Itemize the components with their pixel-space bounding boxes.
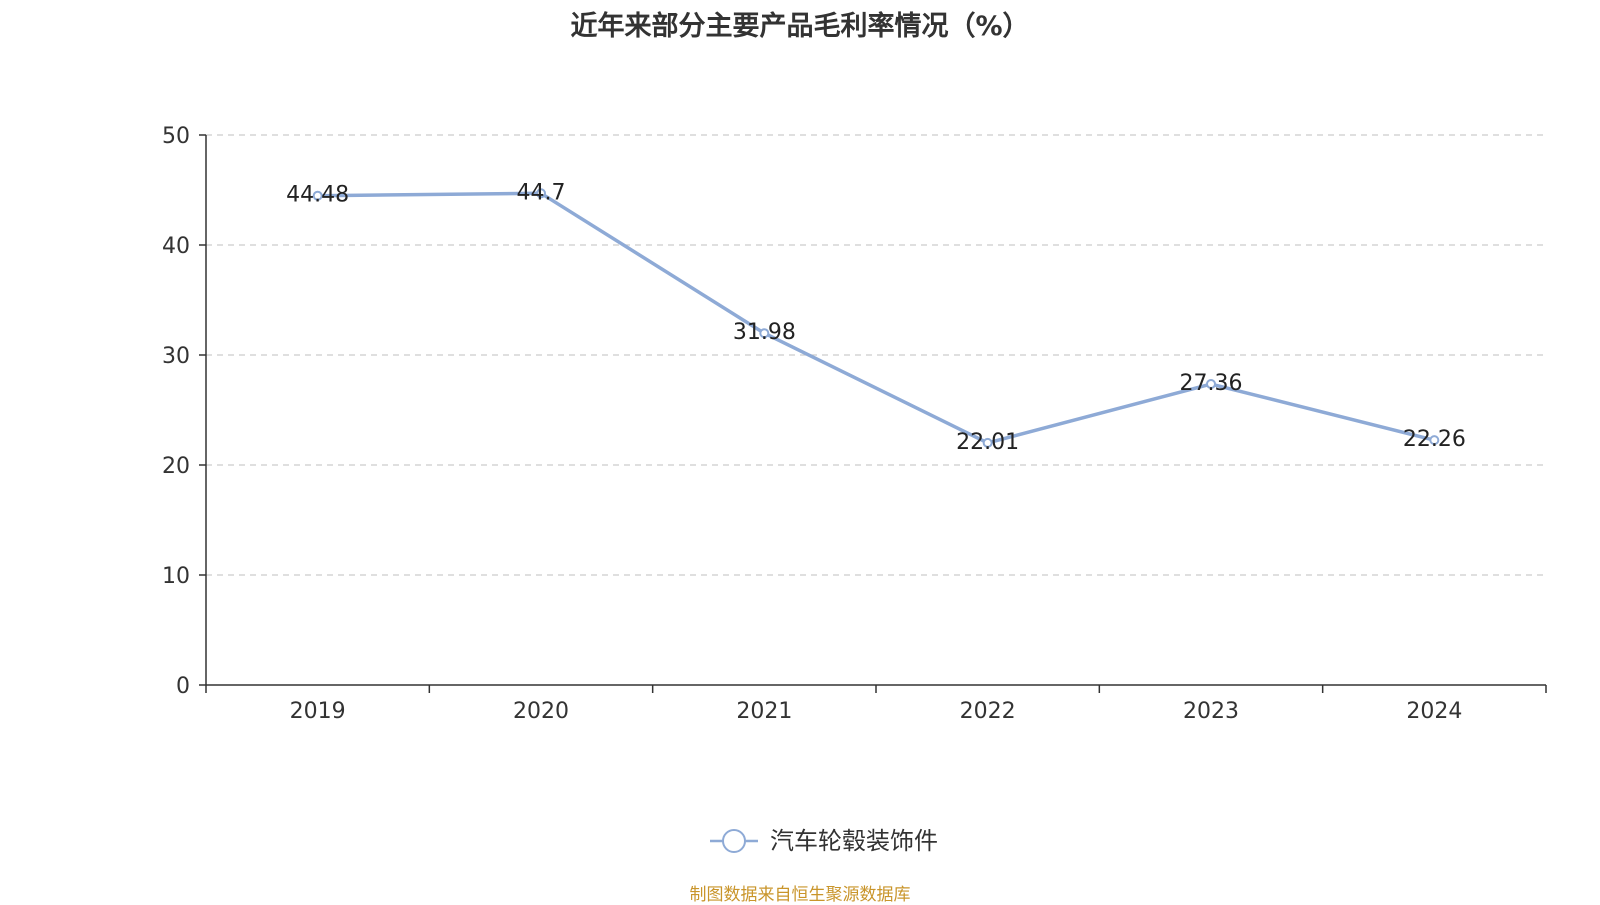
data-point: [536, 188, 546, 199]
data-source-note: 制图数据来自恒生聚源数据库: [689, 885, 911, 905]
x-tick-label: 2021: [736, 699, 792, 724]
legend-label: 汽车轮毂装饰件: [770, 827, 938, 855]
y-tick-label: 30: [162, 344, 190, 369]
y-tick-label: 20: [162, 454, 190, 479]
data-point: [982, 437, 993, 448]
y-tick-label: 40: [162, 234, 190, 259]
x-tick-label: 2019: [290, 699, 346, 724]
data-point: [1206, 379, 1216, 390]
axes: [205, 135, 1546, 686]
x-tick-label: 2020: [513, 699, 569, 724]
data-label: 27.36: [1180, 371, 1243, 396]
legend-circle-icon: [722, 829, 746, 853]
data-point: [759, 328, 770, 339]
y-axis-ticks: 0 10 20 30 40 50: [162, 124, 206, 699]
data-label: 44.7: [517, 180, 566, 205]
series-line: [317, 191, 1435, 445]
x-axis-ticks: 2019 2020 2021 2022 2023 2024: [205, 685, 1547, 724]
data-label: 22.26: [1403, 427, 1466, 452]
y-tick-label: 10: [162, 564, 190, 589]
x-tick-label: 2022: [960, 699, 1016, 724]
data-label: 22.01: [956, 430, 1019, 455]
x-tick-label: 2023: [1183, 699, 1239, 724]
data-label: 31.98: [733, 320, 796, 345]
y-tick-label: 0: [176, 674, 190, 699]
data-point: [312, 190, 323, 201]
data-point: [1429, 435, 1440, 446]
grid-lines: [206, 134, 1546, 576]
legend[interactable]: 汽车轮毂装饰件: [710, 827, 938, 855]
series-layer: 44.48 44.7 31.98 22.01 27.36 22.26: [286, 180, 1466, 455]
chart-title: 近年来部分主要产品毛利率情况（%）: [570, 11, 1030, 42]
data-label: 44.48: [286, 183, 349, 208]
y-tick-label: 50: [162, 124, 190, 149]
x-tick-label: 2024: [1406, 699, 1462, 724]
